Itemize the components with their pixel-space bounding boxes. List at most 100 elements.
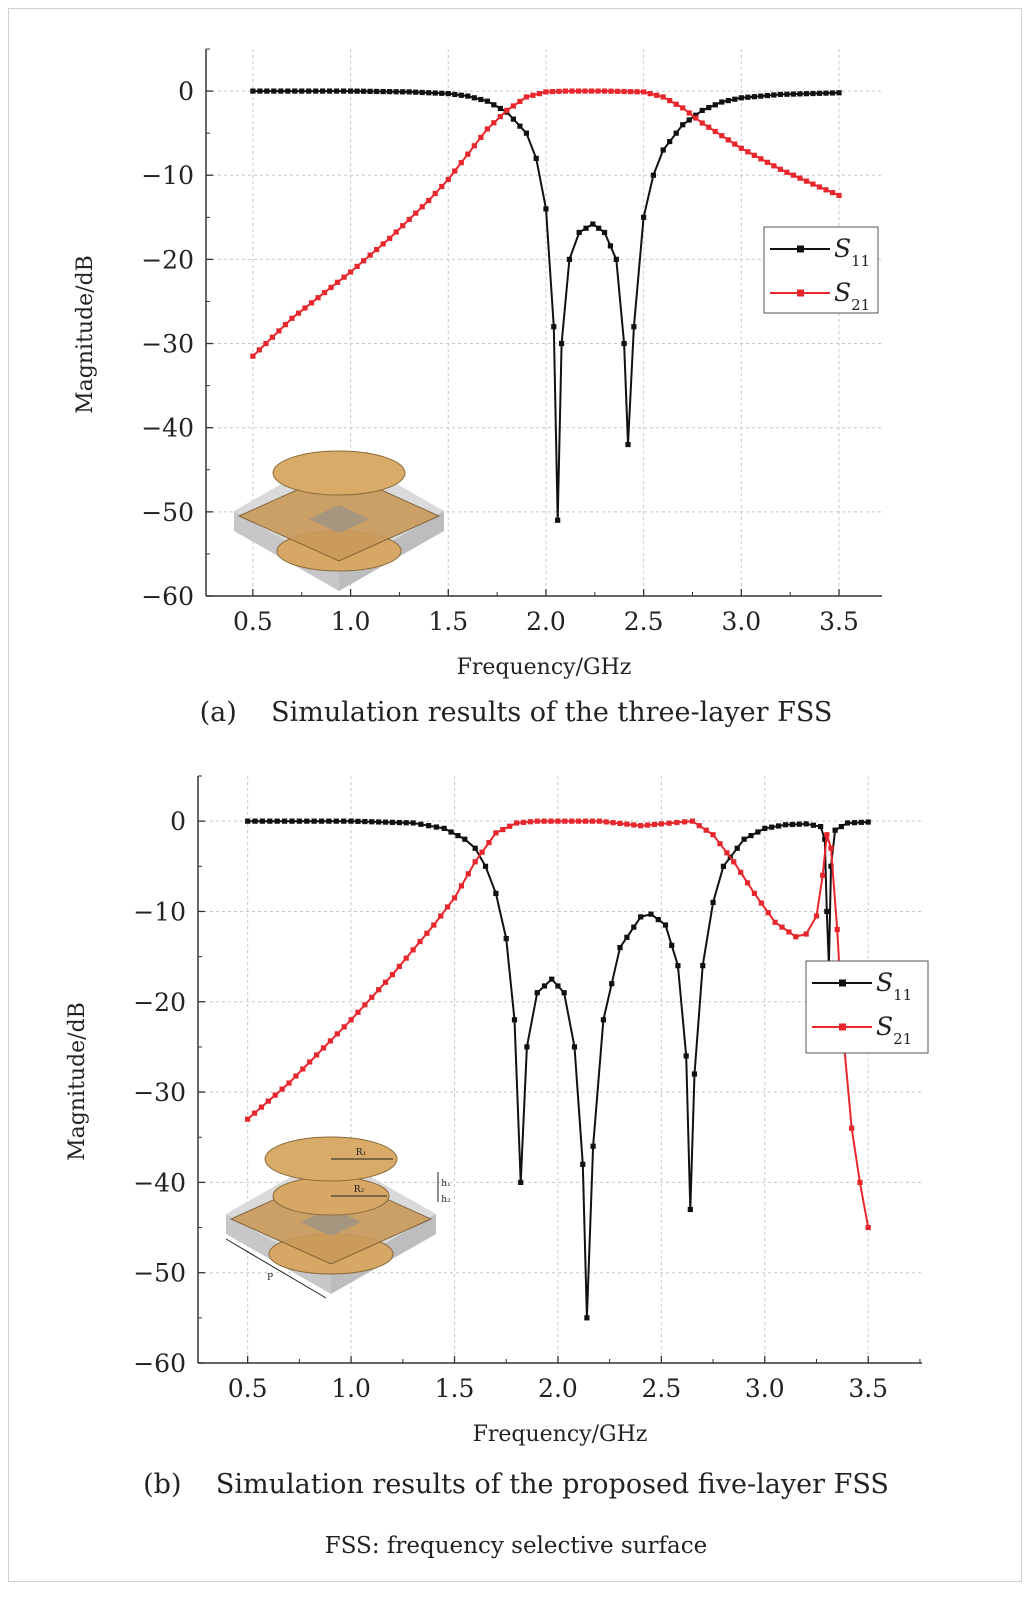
data-point-s21 bbox=[426, 197, 432, 204]
data-point-s11 bbox=[858, 819, 864, 825]
data-point-s21 bbox=[431, 922, 437, 928]
data-point-s11 bbox=[662, 922, 669, 928]
data-point-s11 bbox=[738, 95, 744, 101]
data-point-s11 bbox=[725, 98, 731, 104]
data-point-s11 bbox=[555, 983, 561, 989]
data-point-s11 bbox=[823, 90, 829, 96]
x-tick-label: 0.5 bbox=[228, 1374, 268, 1403]
data-point-s11 bbox=[625, 441, 631, 448]
data-point-s11 bbox=[769, 824, 775, 830]
data-point-s11 bbox=[419, 89, 425, 96]
data-point-s21 bbox=[315, 295, 321, 301]
caption-a-label: (a) bbox=[199, 697, 237, 728]
data-point-s21 bbox=[541, 818, 547, 824]
data-point-s21 bbox=[686, 110, 692, 116]
data-point-s21 bbox=[673, 101, 679, 107]
data-point-s21 bbox=[828, 845, 834, 851]
data-point-s21 bbox=[582, 818, 589, 824]
data-point-s21 bbox=[779, 924, 785, 930]
data-point-s11 bbox=[304, 818, 310, 824]
data-point-s11 bbox=[274, 818, 280, 824]
data-point-s11 bbox=[478, 96, 484, 103]
caption-b-text: Simulation results of the proposed five-… bbox=[215, 1469, 889, 1500]
data-point-s11 bbox=[433, 824, 440, 830]
data-point-s21 bbox=[300, 1066, 306, 1072]
data-point-s21 bbox=[608, 88, 614, 94]
data-point-s11 bbox=[472, 845, 478, 851]
data-point-s21 bbox=[486, 839, 492, 846]
data-point-s11 bbox=[680, 122, 686, 128]
data-point-s11 bbox=[326, 818, 332, 824]
data-point-s21 bbox=[717, 841, 723, 847]
data-point-s21 bbox=[406, 216, 412, 223]
data-point-s21 bbox=[493, 830, 499, 836]
data-point-s21 bbox=[276, 328, 282, 334]
data-point-s21 bbox=[674, 819, 680, 826]
data-point-s21 bbox=[772, 919, 778, 925]
data-point-s21 bbox=[680, 105, 686, 111]
data-point-s21 bbox=[472, 859, 478, 865]
data-point-s21 bbox=[543, 89, 549, 95]
inset-fss-unit-cell-a bbox=[234, 450, 444, 591]
data-point-s21 bbox=[621, 88, 627, 95]
data-point-s21 bbox=[530, 92, 536, 98]
series-s21 bbox=[245, 818, 871, 1231]
data-point-s11 bbox=[406, 89, 412, 95]
data-point-s21 bbox=[689, 818, 695, 824]
data-point-s11 bbox=[641, 214, 647, 220]
data-point-s11 bbox=[710, 899, 716, 906]
data-point-s21 bbox=[355, 1009, 361, 1015]
data-point-s21 bbox=[820, 872, 826, 878]
y-axis-title: Magnitude/dB bbox=[65, 1002, 90, 1161]
data-point-s11 bbox=[318, 818, 325, 824]
caption-b: (b) Simulation results of the proposed f… bbox=[9, 1469, 1023, 1500]
data-point-s21 bbox=[347, 269, 354, 275]
data-point-s21 bbox=[823, 187, 829, 193]
data-point-s11 bbox=[452, 91, 458, 98]
data-point-s11 bbox=[775, 823, 782, 829]
data-point-s11 bbox=[558, 340, 565, 347]
data-point-s21 bbox=[387, 235, 393, 241]
data-point-s21 bbox=[751, 890, 758, 896]
data-point-s11 bbox=[797, 91, 803, 97]
data-point-s11 bbox=[836, 90, 842, 96]
data-point-s21 bbox=[307, 1059, 313, 1065]
data-point-s11 bbox=[561, 990, 567, 996]
data-point-s11 bbox=[410, 820, 416, 826]
data-point-s11 bbox=[348, 818, 354, 824]
data-point-s21 bbox=[341, 1024, 347, 1030]
data-point-s11 bbox=[700, 963, 706, 969]
inset-label-r1: R₁ bbox=[356, 1148, 366, 1158]
data-point-s11 bbox=[771, 92, 777, 98]
data-point-s21 bbox=[548, 818, 554, 824]
data-point-s11 bbox=[741, 836, 747, 842]
data-point-s11 bbox=[355, 818, 361, 824]
data-point-s21 bbox=[836, 192, 842, 199]
x-tick-label: 2.0 bbox=[538, 1374, 578, 1403]
data-point-s21 bbox=[256, 347, 263, 353]
data-point-s21 bbox=[634, 89, 640, 95]
inset-slot bbox=[301, 1208, 361, 1236]
data-point-s21 bbox=[484, 126, 490, 132]
data-point-s11 bbox=[354, 88, 360, 94]
data-point-s11 bbox=[803, 91, 810, 97]
data-point-s21 bbox=[658, 821, 664, 827]
x-axis-title: Frequency/GHz bbox=[457, 655, 632, 680]
data-point-s11 bbox=[549, 976, 555, 982]
data-point-s11 bbox=[789, 821, 795, 828]
data-point-s11 bbox=[518, 1179, 524, 1185]
data-point-s21 bbox=[589, 818, 596, 824]
data-point-s11 bbox=[259, 818, 266, 824]
data-point-s21 bbox=[624, 821, 630, 827]
inset-fss-unit-cell-b: R₁ R₂ h₁ h₂ P bbox=[225, 1136, 451, 1299]
data-point-s21 bbox=[295, 310, 302, 316]
data-point-s11 bbox=[511, 1017, 518, 1023]
data-point-s21 bbox=[595, 88, 601, 94]
data-point-s11 bbox=[534, 990, 540, 996]
x-axis-title: Frequency/GHz bbox=[473, 1422, 648, 1447]
data-point-s11 bbox=[376, 819, 382, 825]
data-point-s21 bbox=[320, 1045, 327, 1051]
data-point-s11 bbox=[687, 1206, 693, 1213]
y-tick-label: −50 bbox=[141, 498, 194, 527]
data-point-s21 bbox=[628, 89, 634, 95]
